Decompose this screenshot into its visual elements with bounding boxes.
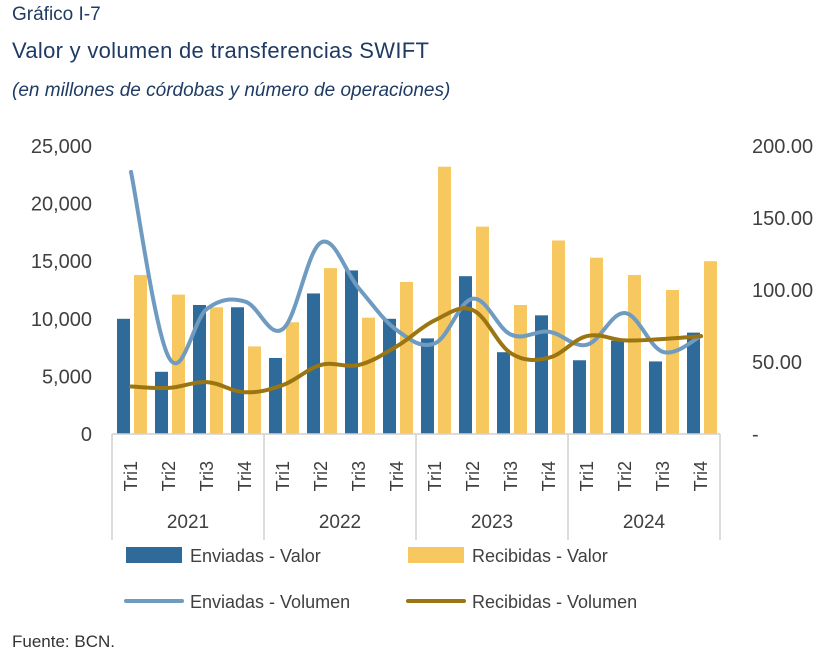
left-tick-label: 15,000 <box>31 251 92 273</box>
category-tick-label: Tri4 <box>539 461 559 491</box>
bar-enviadas-valor <box>193 304 206 434</box>
bar-enviadas-valor <box>497 352 510 434</box>
bar-enviadas-valor <box>231 307 244 434</box>
bar-recibidas-valor <box>134 275 147 434</box>
category-tick-label: Tri3 <box>501 461 521 491</box>
legend-label: Enviadas - Volumen <box>190 592 350 612</box>
right-tick-label: 200.00 <box>752 136 813 158</box>
source-note: Fuente: BCN. <box>12 632 115 651</box>
bar-recibidas-valor <box>666 290 679 434</box>
bar-recibidas-valor <box>362 317 375 434</box>
bar-enviadas-valor <box>269 357 282 434</box>
bar-enviadas-valor <box>155 371 168 434</box>
chart-kicker: Gráfico I-7 <box>12 4 101 25</box>
bar-series <box>117 166 717 434</box>
bar-recibidas-valor <box>514 304 527 434</box>
legend-swatch <box>408 547 464 563</box>
right-tick-label: 100.00 <box>752 280 813 302</box>
category-tick-label: Tri3 <box>653 461 673 491</box>
right-tick-label: 150.00 <box>752 208 813 230</box>
bar-recibidas-valor <box>324 268 337 434</box>
legend: Enviadas - Valor Recibidas - Valor Enviada… <box>124 546 637 612</box>
category-tick-label: Tri1 <box>577 461 597 491</box>
legend-label: Enviadas - Valor <box>190 546 321 566</box>
right-tick-label: 50.00 <box>752 352 802 374</box>
category-axis: Tri1 Tri2 Tri3 Tri4 Tri1 Tri2 Tri3 Tri4 Tri1 Tri2… <box>111 433 721 540</box>
chart-title: Valor y volumen de transferencias SWIFT <box>12 38 430 63</box>
line-enviadas-volumen <box>129 169 703 366</box>
year-label: 2024 <box>623 512 666 533</box>
bar-enviadas-valor <box>459 276 472 434</box>
bar-enviadas-valor <box>307 293 320 434</box>
bar-recibidas-valor <box>704 261 717 434</box>
legend-label: Recibidas - Valor <box>472 546 608 566</box>
bar-recibidas-valor <box>210 307 223 434</box>
bar-enviadas-valor <box>687 332 700 434</box>
chart-subtitle: (en millones de córdobas y número de ope… <box>12 80 451 101</box>
right-tick-label: - <box>752 424 759 446</box>
category-tick-label: Tri3 <box>197 461 217 491</box>
category-tick-label: Tri2 <box>463 461 483 491</box>
year-label: 2021 <box>167 512 209 533</box>
category-tick-label: Tri4 <box>235 461 255 491</box>
left-axis: 25,000 20,000 15,000 10,000 5,000 0 <box>31 136 92 446</box>
category-tick-label: Tri1 <box>273 461 293 491</box>
bar-recibidas-valor <box>438 166 451 434</box>
category-tick-label: Tri1 <box>121 461 141 491</box>
bar-recibidas-valor <box>628 275 641 434</box>
category-tick-label: Tri4 <box>387 461 407 491</box>
left-tick-label: 0 <box>81 424 92 446</box>
bar-recibidas-valor <box>400 281 413 434</box>
category-tick-label: Tri2 <box>615 461 635 491</box>
bar-recibidas-valor <box>590 257 603 434</box>
legend-label: Recibidas - Volumen <box>472 592 637 612</box>
category-tick-label: Tri2 <box>159 461 179 491</box>
bar-enviadas-valor <box>117 318 130 434</box>
bar-enviadas-valor <box>345 270 358 434</box>
line-series <box>129 169 703 395</box>
left-tick-label: 10,000 <box>31 309 92 331</box>
right-axis: 200.00 150.00 100.00 50.00 - <box>752 136 813 446</box>
legend-swatch <box>126 547 182 563</box>
category-tick-label: Tri2 <box>311 461 331 491</box>
year-label: 2023 <box>471 512 513 533</box>
line-recibidas-volumen <box>129 306 703 395</box>
bar-recibidas-valor <box>552 240 565 434</box>
bar-enviadas-valor <box>573 360 586 434</box>
year-label: 2022 <box>319 512 361 533</box>
left-tick-label: 5,000 <box>42 366 92 388</box>
bar-enviadas-valor <box>383 318 396 434</box>
category-tick-label: Tri3 <box>349 461 369 491</box>
bar-recibidas-valor <box>476 226 489 434</box>
bar-enviadas-valor <box>535 315 548 434</box>
left-tick-label: 20,000 <box>31 194 92 216</box>
category-tick-label: Tri4 <box>691 461 711 491</box>
bar-enviadas-valor <box>649 361 662 434</box>
bar-enviadas-valor <box>611 340 624 434</box>
category-tick-label: Tri1 <box>425 461 445 491</box>
left-tick-label: 25,000 <box>31 136 92 158</box>
bar-enviadas-valor <box>421 338 434 434</box>
